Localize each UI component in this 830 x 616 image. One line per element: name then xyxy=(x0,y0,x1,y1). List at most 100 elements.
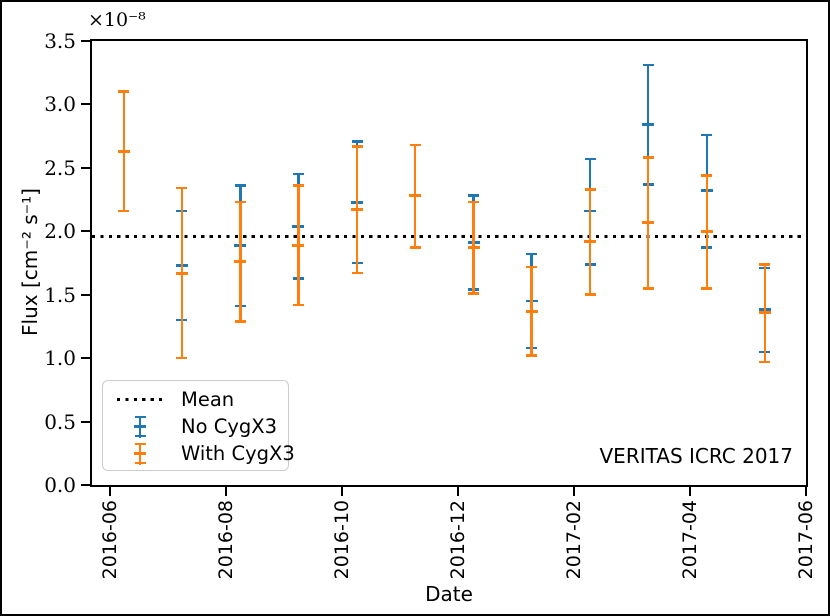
errorbar-cap-bottom xyxy=(234,320,246,323)
errorbar-cap-top xyxy=(584,188,596,191)
y-tick-mark xyxy=(81,166,90,169)
legend: Mean No CygX3 With CygX3 xyxy=(102,380,295,471)
x-tick-label: 2016-12 xyxy=(446,500,469,580)
legend-item: No CygX3 xyxy=(112,413,288,440)
errorbar-cap-bottom xyxy=(409,246,421,250)
legend-errorbar-sample xyxy=(134,442,146,465)
errorbar-cap-bottom xyxy=(759,360,771,364)
errorbar-center-marker xyxy=(134,425,146,428)
errorbar-center-marker xyxy=(175,271,188,275)
y-tick-label: 3.0 xyxy=(44,92,76,117)
legend-dotted-sample xyxy=(116,398,164,401)
errorbar-cap-bottom xyxy=(134,461,146,465)
errorbar-cap-top xyxy=(292,184,304,187)
x-tick-mark xyxy=(456,487,459,496)
legend-errorbar-sample xyxy=(134,415,146,438)
errorbar-cap-bottom xyxy=(118,209,130,213)
errorbar-cap-bottom xyxy=(468,292,480,295)
errorbar-center-marker xyxy=(758,311,771,314)
errorbar-cap-top xyxy=(526,265,538,269)
mean-line xyxy=(92,234,806,238)
x-tick-label: 2016-10 xyxy=(330,500,353,580)
errorbar-center-marker xyxy=(409,194,422,198)
y-axis-label: Flux [cm⁻² s⁻¹] xyxy=(18,188,42,336)
legend-item: With CygX3 xyxy=(112,440,295,467)
x-tick-label: 2017-02 xyxy=(562,500,585,580)
x-tick-label: 2017-06 xyxy=(795,500,817,580)
errorbar-cap-top xyxy=(409,143,421,147)
errorbar-cap-bottom xyxy=(526,354,538,357)
dotted-line-icon xyxy=(112,398,168,401)
y-tick-label: 1.5 xyxy=(44,282,76,307)
errorbar-center-marker xyxy=(351,208,364,212)
x-tick-mark xyxy=(572,487,575,496)
y-axis-offset-label: ×10⁻⁸ xyxy=(88,9,146,31)
errorbar-cap-bottom xyxy=(642,287,654,290)
legend-label: With CygX3 xyxy=(181,442,295,465)
errorbar-center-marker xyxy=(134,452,146,455)
errorbar-cap-top xyxy=(701,174,713,177)
x-tick-mark xyxy=(224,487,227,496)
errorbar-cap-top xyxy=(584,157,596,161)
errorbar-center-marker xyxy=(117,149,130,153)
errorbar-center-marker xyxy=(642,123,655,127)
x-tick-label: 2017-04 xyxy=(678,500,701,580)
legend-item: Mean xyxy=(112,386,288,413)
errorbar-cap-top xyxy=(351,144,363,148)
legend-label: Mean xyxy=(181,388,235,411)
y-tick-label: 0.5 xyxy=(44,409,76,434)
errorbar-cap-top xyxy=(134,415,146,419)
y-tick-label: 3.5 xyxy=(44,29,76,53)
errorbar-cap-top xyxy=(234,200,246,204)
errorbar-center-marker xyxy=(467,246,480,250)
errorbar-cap-top xyxy=(292,172,304,176)
errorbar-icon xyxy=(112,415,168,438)
errorbar-center-marker xyxy=(584,239,597,243)
errorbar-cap-bottom xyxy=(292,303,304,307)
errorbar-center-marker xyxy=(292,243,305,247)
errorbar-cap-top xyxy=(234,184,246,187)
errorbar-cap-top xyxy=(118,90,130,94)
errorbar-cap-top xyxy=(701,133,713,137)
errorbar-cap-bottom xyxy=(176,356,188,360)
errorbar-cap-top xyxy=(642,63,654,67)
y-tick-label: 1.0 xyxy=(44,346,76,371)
errorbar-cap-bottom xyxy=(351,271,363,275)
errorbar-icon xyxy=(112,442,168,465)
y-tick-label: 2.0 xyxy=(44,219,76,244)
errorbar-cap-top xyxy=(468,200,480,204)
errorbar-cap-top xyxy=(526,252,538,256)
errorbar-cap-top xyxy=(468,194,480,198)
errorbar-cap-top xyxy=(759,262,771,266)
x-tick-mark xyxy=(805,487,807,496)
errorbar-cap-top xyxy=(642,156,654,159)
y-tick-mark xyxy=(81,103,90,106)
x-axis-label: Date xyxy=(425,582,473,606)
x-tick-label: 2016-06 xyxy=(98,500,121,580)
plot-area: VERITAS ICRC 2017 Date Mean No CygX3 With … xyxy=(44,29,817,606)
watermark-text: VERITAS ICRC 2017 xyxy=(599,444,794,468)
y-tick-label: 0.0 xyxy=(44,473,76,497)
errorbar-cap-bottom xyxy=(701,287,713,290)
errorbar-center-marker xyxy=(234,260,247,264)
x-tick-label: 2016-08 xyxy=(214,500,237,580)
x-tick-mark xyxy=(340,487,343,496)
y-tick-mark xyxy=(81,293,90,296)
errorbar-center-marker xyxy=(642,220,655,224)
errorbar-center-marker xyxy=(525,309,538,313)
errorbar-cap-top xyxy=(176,186,188,190)
y-tick-mark xyxy=(81,420,90,423)
errorbar-center-marker xyxy=(700,229,713,233)
errorbar-cap-bottom xyxy=(134,434,146,438)
y-tick-mark xyxy=(81,484,90,486)
y-tick-mark xyxy=(81,230,90,233)
legend-label: No CygX3 xyxy=(181,415,278,438)
x-tick-mark xyxy=(108,487,111,496)
errorbar-cap-top xyxy=(134,442,146,446)
errorbar-cap-bottom xyxy=(584,293,596,296)
y-tick-mark xyxy=(81,357,90,360)
y-tick-mark xyxy=(81,40,90,42)
y-tick-label: 2.5 xyxy=(44,155,76,180)
x-tick-mark xyxy=(688,487,691,496)
